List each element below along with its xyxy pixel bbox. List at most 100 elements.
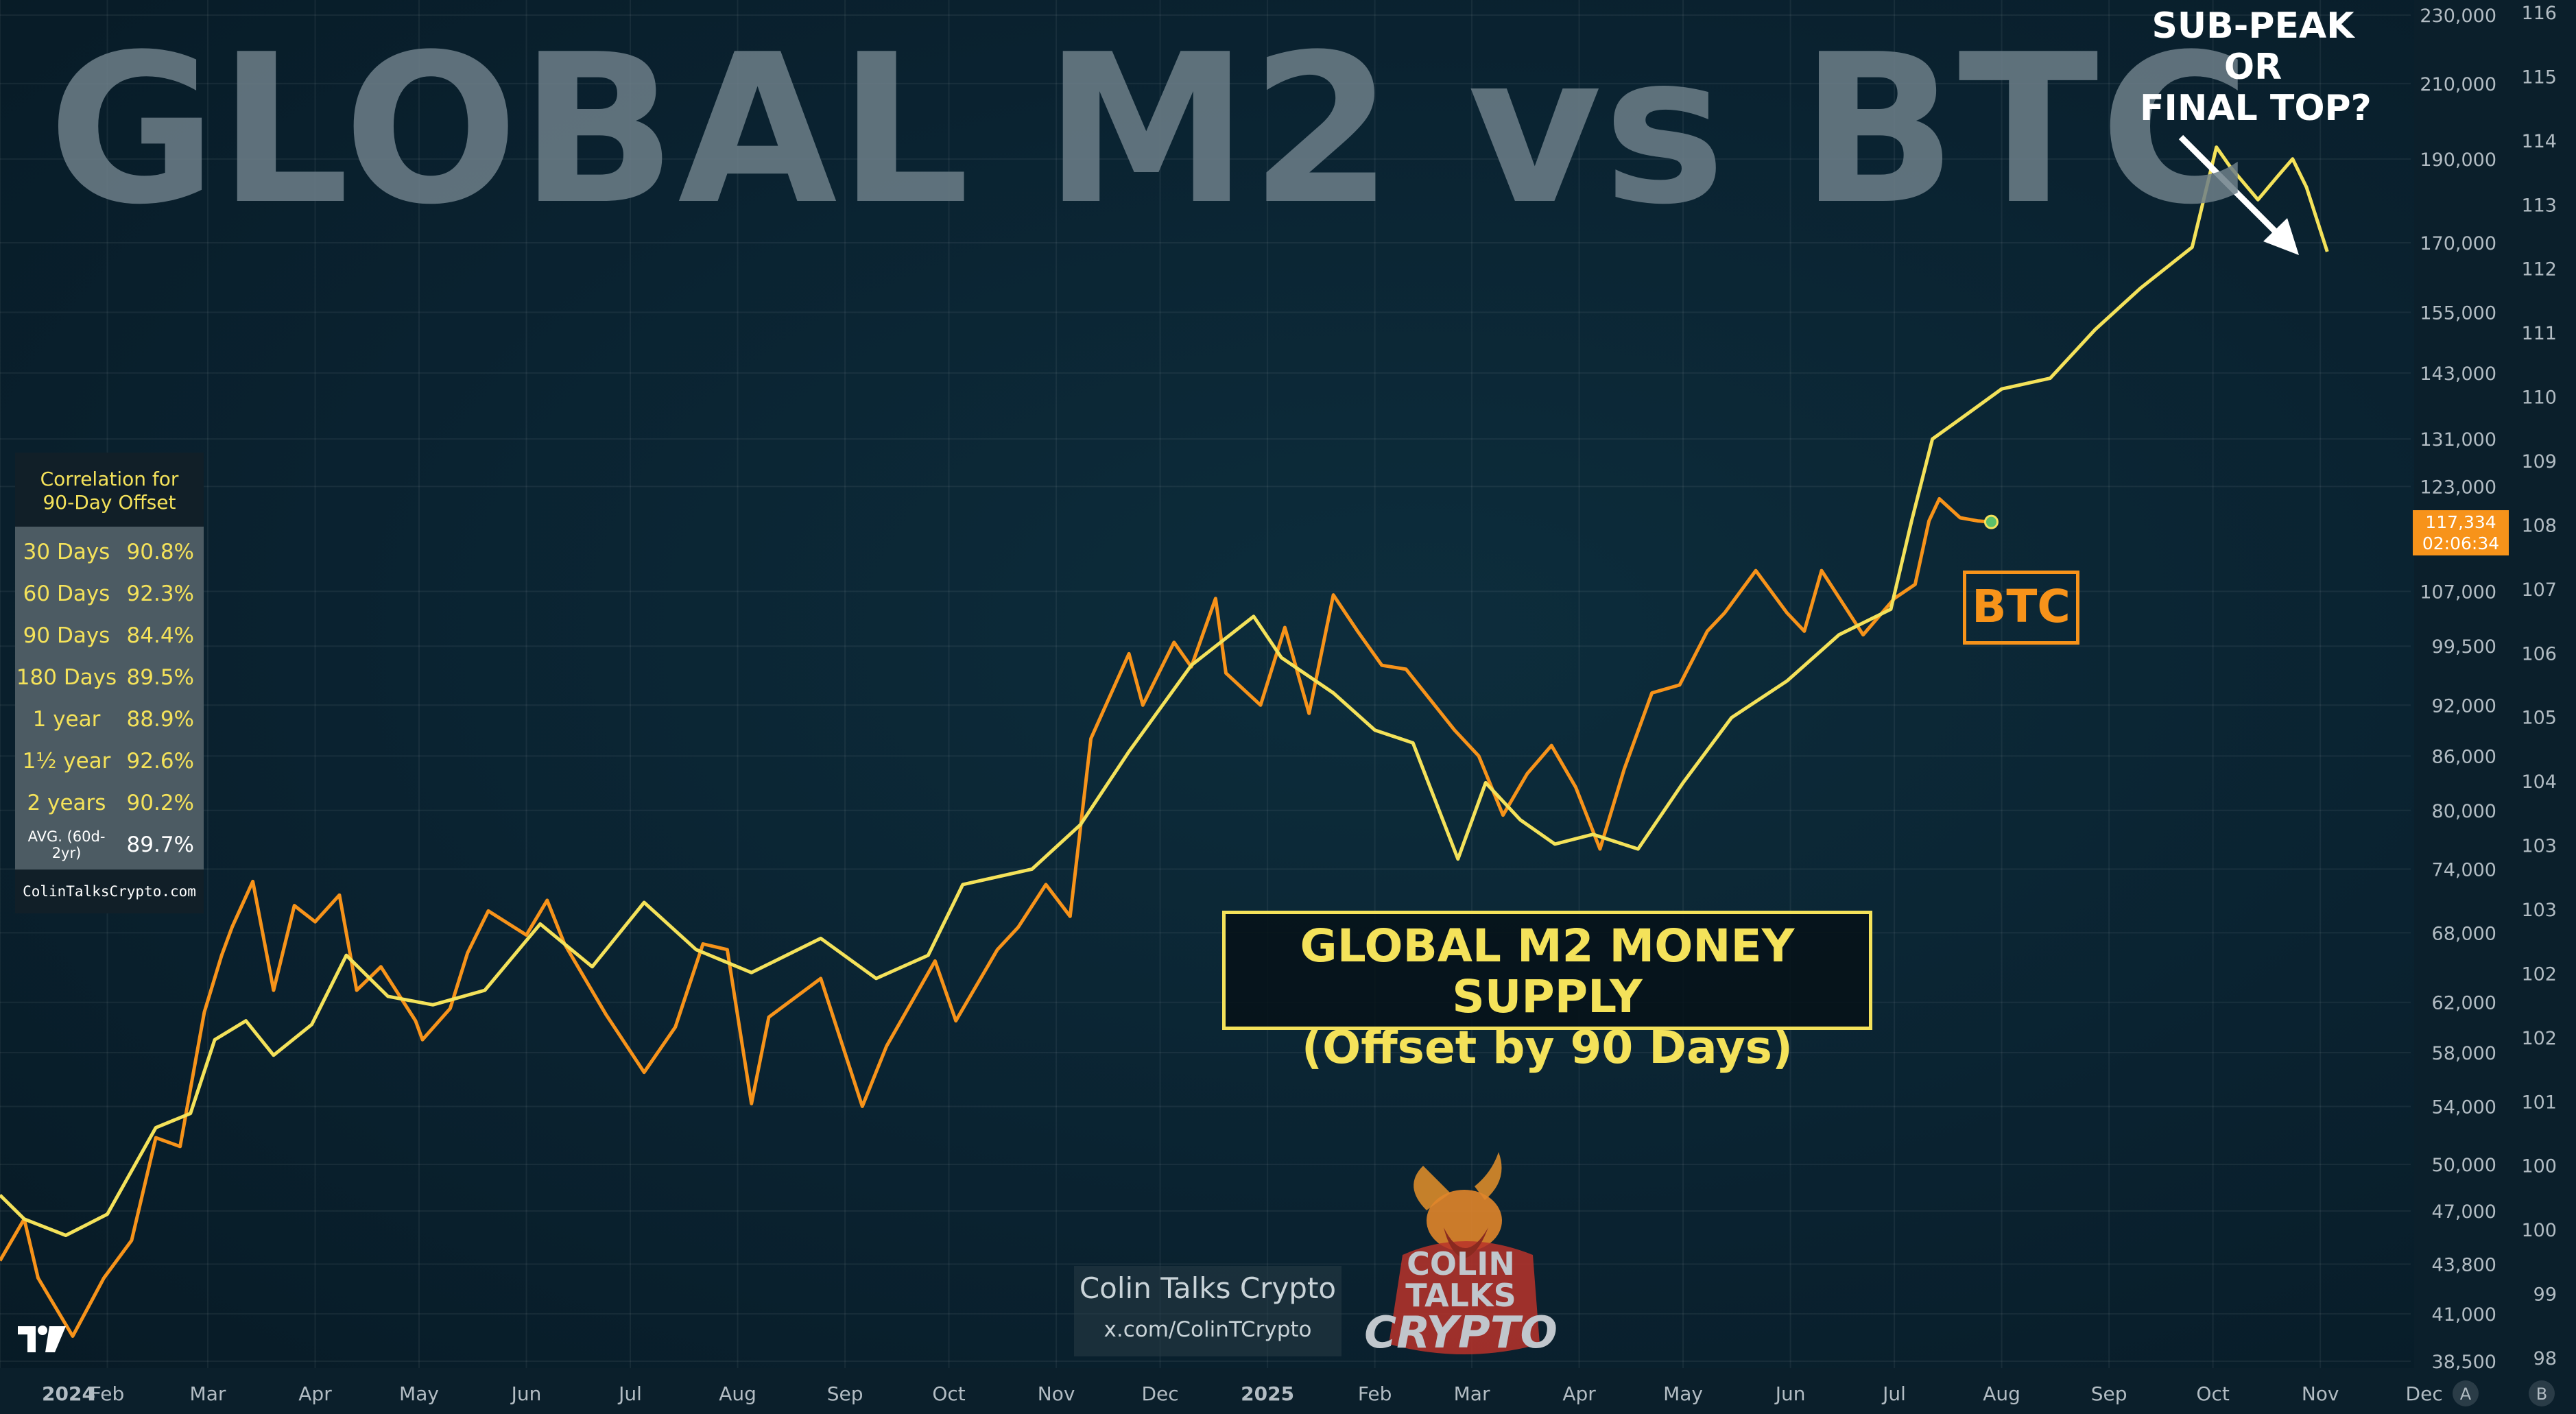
correlation-table-header: Correlation for 90-Day Offset: [15, 453, 204, 527]
time-tick-label: Nov: [2302, 1382, 2339, 1405]
time-tick-label: Sep: [2091, 1382, 2127, 1405]
time-tick-label: May: [399, 1382, 439, 1405]
price-tick-label: 86,000: [2432, 746, 2496, 767]
correlation-header-line-1: Correlation for: [40, 468, 179, 490]
time-tick-label: Apr: [298, 1382, 332, 1405]
time-tick-label: Nov: [1038, 1382, 1075, 1405]
correlation-table: Correlation for 90-Day Offset 30 Days 90.…: [15, 453, 204, 919]
time-tick-label: Apr: [1562, 1382, 1596, 1405]
m2-tick-label: 115: [2521, 67, 2557, 88]
m2-tick-label: 110: [2521, 387, 2557, 409]
correlation-value: 92.3%: [126, 581, 194, 606]
m2-label-line-2: (Offset by 90 Days): [1301, 1021, 1793, 1074]
time-axis-panel: [0, 1368, 2576, 1414]
scale-button-label: A: [2460, 1385, 2472, 1404]
correlation-header-line-2: 90-Day Offset: [43, 491, 176, 514]
correlation-table-footer: ColinTalksCrypto.com: [15, 870, 204, 913]
m2-tick-label: 105: [2521, 708, 2557, 729]
correlation-table-body: 30 Days 90.8% 60 Days 92.3% 90 Days 84.4% 1…: [15, 527, 204, 870]
correlation-period: 1 year: [32, 706, 101, 732]
price-tick-label: 190,000: [2420, 149, 2496, 171]
price-tick-label: 80,000: [2432, 801, 2496, 822]
correlation-average-label: AVG. (60d-2yr): [27, 828, 106, 861]
price-tick-label: 210,000: [2420, 74, 2496, 95]
scale-button[interactable]: [2529, 1380, 2555, 1406]
m2-tick-label: 103: [2521, 900, 2557, 921]
m2-tick-label: 102: [2521, 1028, 2557, 1049]
price-tick-label: 43,800: [2432, 1254, 2496, 1275]
price-tick-label: 58,000: [2432, 1043, 2496, 1064]
m2-tick-label: 109: [2521, 451, 2557, 472]
author-name: Colin Talks Crypto: [1079, 1271, 1337, 1305]
price-tick-label: 54,000: [2432, 1097, 2496, 1118]
time-tick-label: Oct: [2196, 1382, 2229, 1405]
chart-title: GLOBAL M2 vs BTC: [48, 10, 2252, 250]
price-tick-label: 143,000: [2420, 363, 2496, 385]
m2-tick-label: 108: [2521, 515, 2557, 536]
correlation-row: 30 Days 90.8%: [15, 531, 204, 573]
brand-logo: COLIN TALKS CRYPTO: [1361, 1145, 1560, 1365]
correlation-period: 180 Days: [16, 664, 117, 690]
m2-tick-label: 98: [2533, 1348, 2557, 1369]
time-tick-label: Dec: [1141, 1382, 1178, 1405]
correlation-period: 60 Days: [23, 581, 110, 606]
price-tick-label: 62,000: [2432, 993, 2496, 1014]
price-tick-label: 230,000: [2420, 5, 2496, 27]
price-tick-label: 47,000: [2432, 1201, 2496, 1223]
time-tick-label: 2025: [1241, 1382, 1294, 1405]
correlation-value: 84.4%: [126, 623, 194, 648]
price-tick-label: 41,000: [2432, 1304, 2496, 1326]
time-tick-label: May: [1663, 1382, 1703, 1405]
m2-tick-label: 113: [2521, 195, 2557, 216]
time-tick-label: Aug: [719, 1382, 756, 1405]
correlation-average-row: AVG. (60d-2yr) 89.7%: [15, 824, 204, 865]
m2-series-label: GLOBAL M2 MONEY SUPPLY (Offset by 90 Day…: [1222, 911, 1872, 1073]
last-price-badge: 117,334 02:06:34: [2413, 510, 2509, 555]
author-handle[interactable]: x.com/ColinTCrypto: [1104, 1317, 1312, 1342]
price-tick-label: 68,000: [2432, 923, 2496, 944]
m2-tick-label: 100: [2521, 1156, 2557, 1177]
correlation-value: 89.5%: [126, 664, 194, 690]
price-tick-label: 99,500: [2432, 636, 2496, 658]
correlation-row: 1 year 88.9%: [15, 698, 204, 740]
m2-tick-label: 114: [2521, 131, 2557, 152]
logo-text: COLIN TALKS CRYPTO: [1361, 1248, 1560, 1355]
price-tick-label: 74,000: [2432, 859, 2496, 880]
m2-tick-label: 103: [2521, 836, 2557, 857]
bar-countdown: 02:06:34: [2422, 534, 2500, 553]
price-tick-label: 38,500: [2432, 1352, 2496, 1373]
logo-line-2: CRYPTO: [1364, 1308, 1558, 1358]
bull-icon: [1389, 1152, 1540, 1354]
m2-tick-label: 104: [2521, 771, 2557, 793]
correlation-period: 30 Days: [23, 539, 110, 564]
time-tick-label: Feb: [91, 1382, 125, 1405]
time-tick-label: Jun: [510, 1382, 542, 1405]
annotation-line-1: SUB-PEAK: [2151, 5, 2354, 47]
time-tick-label: Jul: [617, 1382, 642, 1405]
btc-series-label: BTC: [1963, 571, 2079, 645]
m2-tick-label: 116: [2521, 3, 2557, 24]
correlation-period: 90 Days: [23, 623, 110, 648]
logo-line-1: COLIN TALKS: [1405, 1245, 1516, 1314]
correlation-row: 1½ year 92.6%: [15, 740, 204, 782]
time-tick-label: Mar: [190, 1382, 226, 1405]
correlation-period: 2 years: [27, 790, 106, 815]
m2-tick-label: 112: [2521, 259, 2557, 280]
time-tick-label: Jul: [1881, 1382, 1906, 1405]
btc-last-point: [1983, 514, 1999, 529]
correlation-value: 90.8%: [126, 539, 194, 564]
annotation-arrow-head: [2263, 218, 2299, 255]
m2-label-line-1: GLOBAL M2 MONEY SUPPLY: [1300, 920, 1795, 1023]
m2-tick-label: 100: [2521, 1220, 2557, 1241]
m2-line: [0, 145, 2329, 1237]
m2-tick-label: 99: [2533, 1284, 2557, 1306]
time-tick-label: Mar: [1454, 1382, 1490, 1405]
tradingview-logo-icon[interactable]: [18, 1323, 67, 1355]
m2-tick-label: 107: [2521, 579, 2557, 601]
m2-tick-label: 111: [2521, 323, 2557, 344]
correlation-value: 92.6%: [126, 748, 194, 774]
scale-button[interactable]: [2453, 1380, 2479, 1406]
correlation-row: 2 years 90.2%: [15, 782, 204, 824]
m2-tick-label: 101: [2521, 1092, 2557, 1113]
